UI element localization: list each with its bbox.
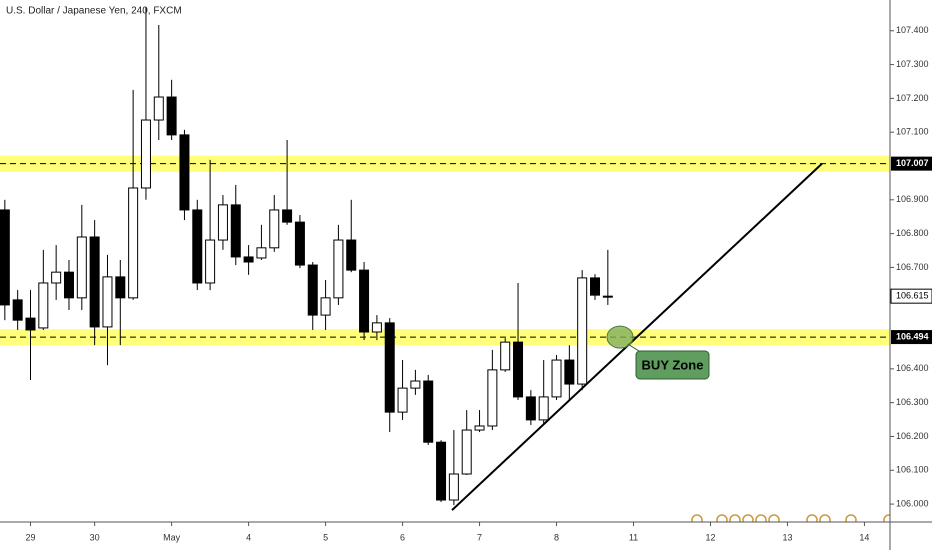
plot-area: BUY Zone	[0, 7, 890, 522]
candle-body	[487, 369, 498, 427]
last-price-box	[890, 288, 932, 304]
y-tick-label: 106.400	[896, 363, 929, 373]
candle-body	[0, 209, 10, 306]
callout-box	[635, 350, 710, 380]
candle-body	[525, 396, 536, 421]
candle-body	[602, 295, 613, 298]
x-tick-label: 7	[477, 532, 482, 542]
candle-body	[461, 429, 472, 475]
x-tick-label: 6	[400, 532, 405, 542]
x-tick-label: 4	[246, 532, 251, 542]
candle-body	[333, 239, 344, 299]
candle-body	[590, 277, 601, 296]
candle-body	[243, 256, 254, 263]
x-tick-label: 8	[554, 532, 559, 542]
candle-body	[51, 271, 62, 284]
event-icon	[845, 514, 857, 522]
event-icon	[806, 514, 818, 522]
x-tick-label: 14	[859, 532, 869, 542]
candle-body	[384, 322, 395, 413]
y-tick-label: 106.000	[896, 498, 929, 508]
candle-body	[179, 134, 190, 211]
event-icon	[691, 514, 703, 522]
trendline	[451, 162, 823, 511]
candle-body	[166, 96, 177, 136]
y-tick-label: 107.400	[896, 25, 929, 35]
candle-body	[538, 396, 549, 421]
candle-body	[282, 209, 293, 223]
candle-body	[371, 322, 382, 333]
candle-body	[307, 264, 318, 316]
y-tick-label: 106.300	[896, 397, 929, 407]
level-price-label: 106.494	[896, 331, 929, 341]
candle-body	[513, 341, 524, 398]
candle-body	[102, 276, 113, 328]
candle-body	[89, 236, 100, 328]
level-price-box	[891, 330, 932, 345]
y-tick-label: 106.900	[896, 194, 929, 204]
candle-body	[230, 204, 241, 258]
level-price-box	[891, 156, 932, 171]
x-tick-label: May	[163, 532, 181, 542]
event-icon	[742, 514, 754, 522]
event-icon	[768, 514, 780, 522]
candle-body	[153, 96, 164, 121]
level-price-label: 107.007	[896, 158, 929, 168]
candle-body	[256, 247, 267, 259]
candle-body	[140, 119, 151, 189]
candle-body	[294, 221, 305, 266]
event-icon	[883, 514, 890, 522]
y-tick-label: 107.200	[896, 93, 929, 103]
y-tick-label: 106.200	[896, 431, 929, 441]
candle-body	[63, 271, 74, 299]
candle-body	[269, 209, 280, 249]
candle-body	[12, 299, 23, 321]
candle-body	[192, 209, 203, 284]
event-icon	[716, 514, 728, 522]
candle-body	[25, 317, 36, 331]
chart-title: U.S. Dollar / Japanese Yen, 240, FXCM	[6, 6, 182, 17]
candle-body	[320, 297, 331, 316]
candle-body	[397, 387, 408, 413]
y-tick-label: 106.800	[896, 228, 929, 238]
candle-body	[128, 187, 139, 299]
candle-body	[76, 236, 87, 299]
x-tick-label: 5	[323, 532, 328, 542]
axes: 106.000 106.100 106.200 106.300 106.400 106.7…	[25, 25, 932, 542]
candle-body	[346, 239, 357, 271]
y-tick-label: 107.100	[896, 127, 929, 137]
y-tick-label: 106.100	[896, 465, 929, 475]
x-tick-label: 30	[90, 532, 100, 542]
candle-body	[410, 380, 421, 389]
candle-body	[577, 277, 588, 385]
candle-body	[423, 380, 434, 443]
y-tick-label: 107.300	[896, 59, 929, 69]
event-icon	[729, 514, 741, 522]
y-tick-label: 106.700	[896, 262, 929, 272]
buy-zone-marker	[606, 325, 634, 349]
candle-body	[205, 239, 216, 284]
x-tick-label: 12	[705, 532, 715, 542]
event-icon	[819, 514, 831, 522]
candle-body	[359, 269, 370, 333]
candle-body	[474, 425, 485, 431]
event-icon	[755, 514, 767, 522]
candle-body	[564, 359, 575, 385]
last-price-label: 106.615	[896, 291, 929, 301]
candle-body	[551, 359, 562, 398]
x-tick-label: 29	[25, 532, 35, 542]
candle-body	[115, 276, 126, 299]
candle-body	[448, 473, 459, 501]
candle-body	[436, 441, 447, 501]
x-tick-label: 11	[629, 532, 638, 542]
candle-body	[217, 204, 228, 241]
candle-body	[38, 282, 49, 329]
candle-body	[500, 341, 511, 371]
callout-text: BUY Zone	[642, 357, 704, 372]
x-tick-label: 13	[782, 532, 792, 542]
